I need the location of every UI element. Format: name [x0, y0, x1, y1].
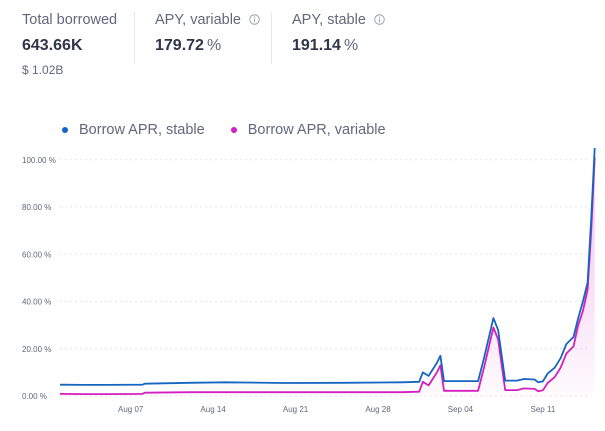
apy-variable-value: 179.72: [155, 37, 204, 54]
total-borrowed-usd: $ 1.02B: [22, 63, 64, 77]
x-tick-label: Sep 04: [448, 405, 474, 414]
stat-divider: [271, 12, 272, 64]
series-line-variable: [59, 157, 596, 395]
chart-legend: Borrow APR, stable Borrow APR, variable: [62, 121, 408, 138]
legend-item-stable[interactable]: Borrow APR, stable: [62, 122, 205, 138]
y-tick-label: 20.00 %: [22, 345, 51, 354]
legend-label-stable: Borrow APR, stable: [79, 122, 205, 138]
total-borrowed-label: Total borrowed: [22, 12, 118, 28]
legend-item-variable[interactable]: Borrow APR, variable: [230, 122, 386, 138]
apy-stable-value: 191.14: [292, 37, 341, 54]
y-tick-label: 0.00 %: [22, 392, 47, 401]
apy-stable-value-row: 191.14%: [292, 37, 385, 55]
apy-stable-stat: APY, stable 191.14%: [292, 12, 385, 55]
apy-stable-unit: %: [343, 37, 359, 54]
x-axis: Aug 07 Aug 14 Aug 21 Aug 28 Sep 04 Sep 11: [118, 405, 556, 414]
total-borrowed-stat: Total borrowed 643.66K $ 1.02B: [22, 12, 117, 77]
apy-variable-label-row: APY, variable: [155, 12, 260, 28]
series-line-stable: [59, 147, 596, 386]
y-tick-label: 40.00 %: [22, 298, 51, 307]
x-tick-label: Aug 21: [283, 405, 309, 414]
legend-dot-variable: [230, 127, 237, 133]
apy-variable-unit: %: [206, 37, 222, 54]
total-borrowed-value: 643.66K: [22, 37, 83, 54]
y-tick-label: 60.00 %: [22, 250, 51, 259]
stats-panel: Total borrowed 643.66K $ 1.02B APY, vari…: [0, 0, 605, 90]
x-tick-label: Aug 28: [365, 405, 391, 414]
x-tick-label: Aug 14: [200, 405, 226, 414]
x-tick-label: Sep 11: [531, 405, 556, 414]
x-tick-label: Aug 07: [118, 405, 144, 414]
apy-variable-stat: APY, variable 179.72%: [155, 12, 260, 55]
stat-divider: [134, 12, 135, 64]
apy-stable-label-row: APY, stable: [292, 12, 385, 28]
y-tick-label: 80.00 %: [22, 203, 51, 212]
info-icon[interactable]: [249, 14, 260, 25]
apy-stable-label: APY, stable: [292, 12, 366, 28]
apy-variable-label: APY, variable: [155, 12, 241, 28]
grid-lines: [60, 159, 590, 397]
apy-variable-value-row: 179.72%: [155, 37, 260, 55]
variable-area-fill: [60, 157, 595, 396]
legend-dot-stable: [62, 127, 68, 133]
legend-label-variable: Borrow APR, variable: [247, 122, 386, 138]
info-icon[interactable]: [374, 14, 385, 25]
borrow-apr-chart[interactable]: 0.00 % 20.00 % 40.00 % 60.00 % 80.00 % 100.00…: [0, 140, 605, 431]
y-axis: 0.00 % 20.00 % 40.00 % 60.00 % 80.00 % 100.00…: [22, 156, 56, 401]
y-tick-label: 100.00 %: [22, 156, 56, 165]
